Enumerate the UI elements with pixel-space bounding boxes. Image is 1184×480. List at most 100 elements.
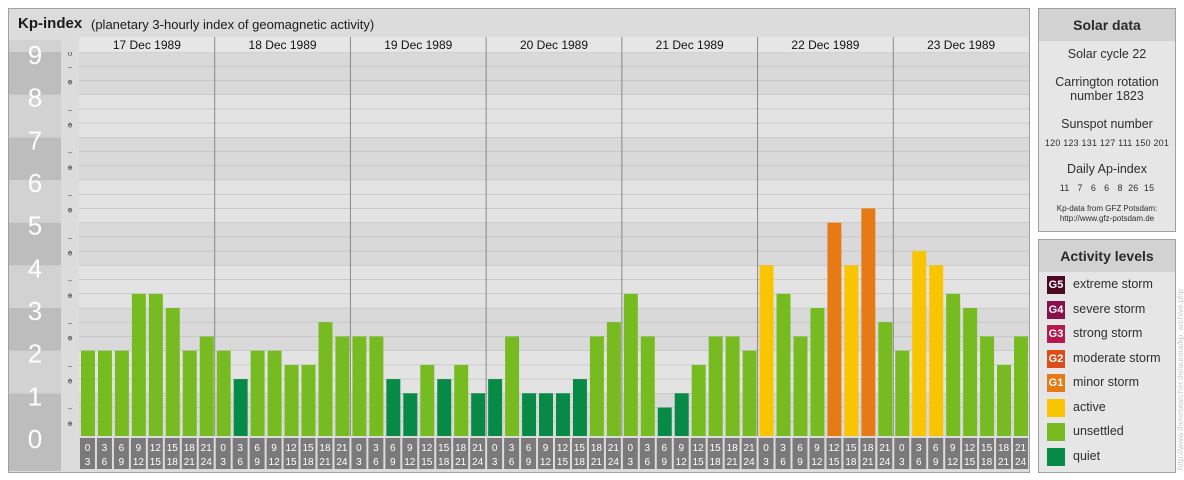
hour-start-label: 18 — [319, 443, 331, 454]
y-tick-label: 4 — [28, 253, 42, 283]
hour-start-label: 6 — [526, 443, 532, 454]
day-label: 17 Dec 1989 — [113, 38, 181, 52]
hour-start-label: 0 — [85, 443, 91, 454]
band-stripe — [79, 52, 1029, 95]
legend-label: unsettled — [1073, 424, 1124, 438]
hour-end-label: 12 — [404, 457, 416, 468]
hour-box — [588, 438, 604, 469]
kp-bar — [776, 293, 791, 436]
legend-label: severe storm — [1073, 301, 1146, 316]
day-header-corner — [61, 37, 79, 52]
hour-box — [215, 438, 231, 469]
hour-start-label: 6 — [254, 443, 260, 454]
hour-end-label: 15 — [964, 457, 976, 468]
hour-end-label: 18 — [845, 457, 857, 468]
kp-bar — [691, 364, 706, 436]
hour-end-label: 15 — [421, 457, 433, 468]
kp-bar — [606, 322, 621, 436]
hour-box — [996, 438, 1012, 469]
hour-start-label: 0 — [492, 443, 498, 454]
hour-end-label: 15 — [150, 457, 162, 468]
y-tick-label: 9 — [28, 40, 42, 70]
kp-bar — [539, 393, 553, 436]
hour-box — [555, 438, 570, 469]
hour-box — [979, 438, 995, 469]
hour-end-label: 12 — [269, 457, 281, 468]
minor-tick-label: o — [68, 120, 73, 129]
hour-end-label: 6 — [780, 457, 786, 468]
hour-start-label: 21 — [1015, 443, 1027, 454]
hour-start-label: 21 — [744, 443, 756, 454]
minor-tick-label: − — [68, 405, 73, 414]
hour-box — [96, 438, 112, 469]
hour-end-label: 21 — [184, 457, 196, 468]
kp-bar — [708, 336, 723, 436]
minor-tick-column — [61, 40, 79, 470]
hour-start-label: 18 — [862, 443, 874, 454]
hour-start-label: 12 — [964, 443, 976, 454]
source-link[interactable]: http://www.gfz-potsdam.de — [1059, 214, 1155, 223]
hour-box — [860, 438, 876, 469]
kp-bar — [522, 393, 537, 436]
hour-end-label: 6 — [509, 457, 515, 468]
kp-bar — [1014, 336, 1028, 436]
kp-bar — [980, 336, 995, 436]
kp-bar — [199, 336, 214, 436]
y-tick-label: 1 — [28, 381, 42, 411]
day-label: 19 Dec 1989 — [384, 38, 452, 52]
hour-box — [673, 438, 689, 469]
hour-start-label: 15 — [574, 443, 586, 454]
hour-box — [249, 438, 265, 469]
hour-end-label: 18 — [302, 457, 314, 468]
minor-tick-label: + — [68, 77, 73, 86]
kp-chart-panel: 0 1 2 3 4 5 6 7 8 9 + − o + − o + − o + − o + − o + − o + − o + − o + − o o 17… — [8, 8, 1030, 473]
hour-box — [724, 438, 740, 469]
y-axis-band — [9, 180, 61, 223]
minor-tick-label: − — [68, 234, 73, 243]
hour-box — [843, 438, 859, 469]
kp-bar — [505, 336, 520, 436]
hour-box — [470, 438, 486, 469]
y-axis-band — [9, 52, 61, 95]
y-axis-band — [9, 222, 61, 266]
hour-start-label: 18 — [184, 443, 196, 454]
legend-label: extreme storm — [1073, 277, 1153, 291]
kp-bar — [997, 364, 1012, 436]
minor-tick-label: o — [68, 419, 73, 428]
minor-tick-label: o — [68, 291, 73, 300]
kp-bar — [369, 336, 384, 436]
kp-bar — [437, 379, 452, 436]
hour-end-label: 18 — [981, 457, 993, 468]
hour-start-label: 9 — [271, 443, 277, 454]
activity-levels-panel: Activity levels G5 extreme storm G4 seve… — [1038, 239, 1176, 473]
y-tick-label: 6 — [28, 168, 42, 198]
hour-end-label: 3 — [220, 457, 226, 468]
day-header — [79, 37, 1029, 52]
hour-end-label: 18 — [167, 457, 179, 468]
hour-box — [945, 438, 961, 469]
hour-start-label: 0 — [220, 443, 226, 454]
hour-end-label: 9 — [797, 457, 803, 468]
hour-end-label: 21 — [455, 457, 467, 468]
y-tick-label: 0 — [28, 424, 42, 454]
hour-end-label: 9 — [526, 457, 532, 468]
kp-bar — [861, 208, 876, 436]
hour-start-label: 9 — [136, 443, 142, 454]
hour-start-label: 12 — [557, 443, 569, 454]
chart-title: Kp-index — [18, 15, 83, 32]
hour-start-label: 0 — [628, 443, 634, 454]
hour-box — [894, 438, 910, 469]
y-axis-band — [9, 393, 61, 471]
hour-box — [639, 438, 655, 469]
legend-swatch — [1047, 398, 1065, 417]
hour-start-label: 9 — [814, 443, 820, 454]
kp-bar — [844, 265, 859, 436]
hour-end-label: 18 — [438, 457, 450, 468]
kp-bar — [267, 350, 282, 436]
minor-tick-label: + — [68, 376, 73, 385]
hour-end-label: 15 — [828, 457, 840, 468]
hour-box — [504, 438, 520, 469]
hour-end-label: 12 — [540, 457, 552, 468]
hour-start-label: 6 — [797, 443, 803, 454]
kp-bar — [284, 364, 299, 436]
